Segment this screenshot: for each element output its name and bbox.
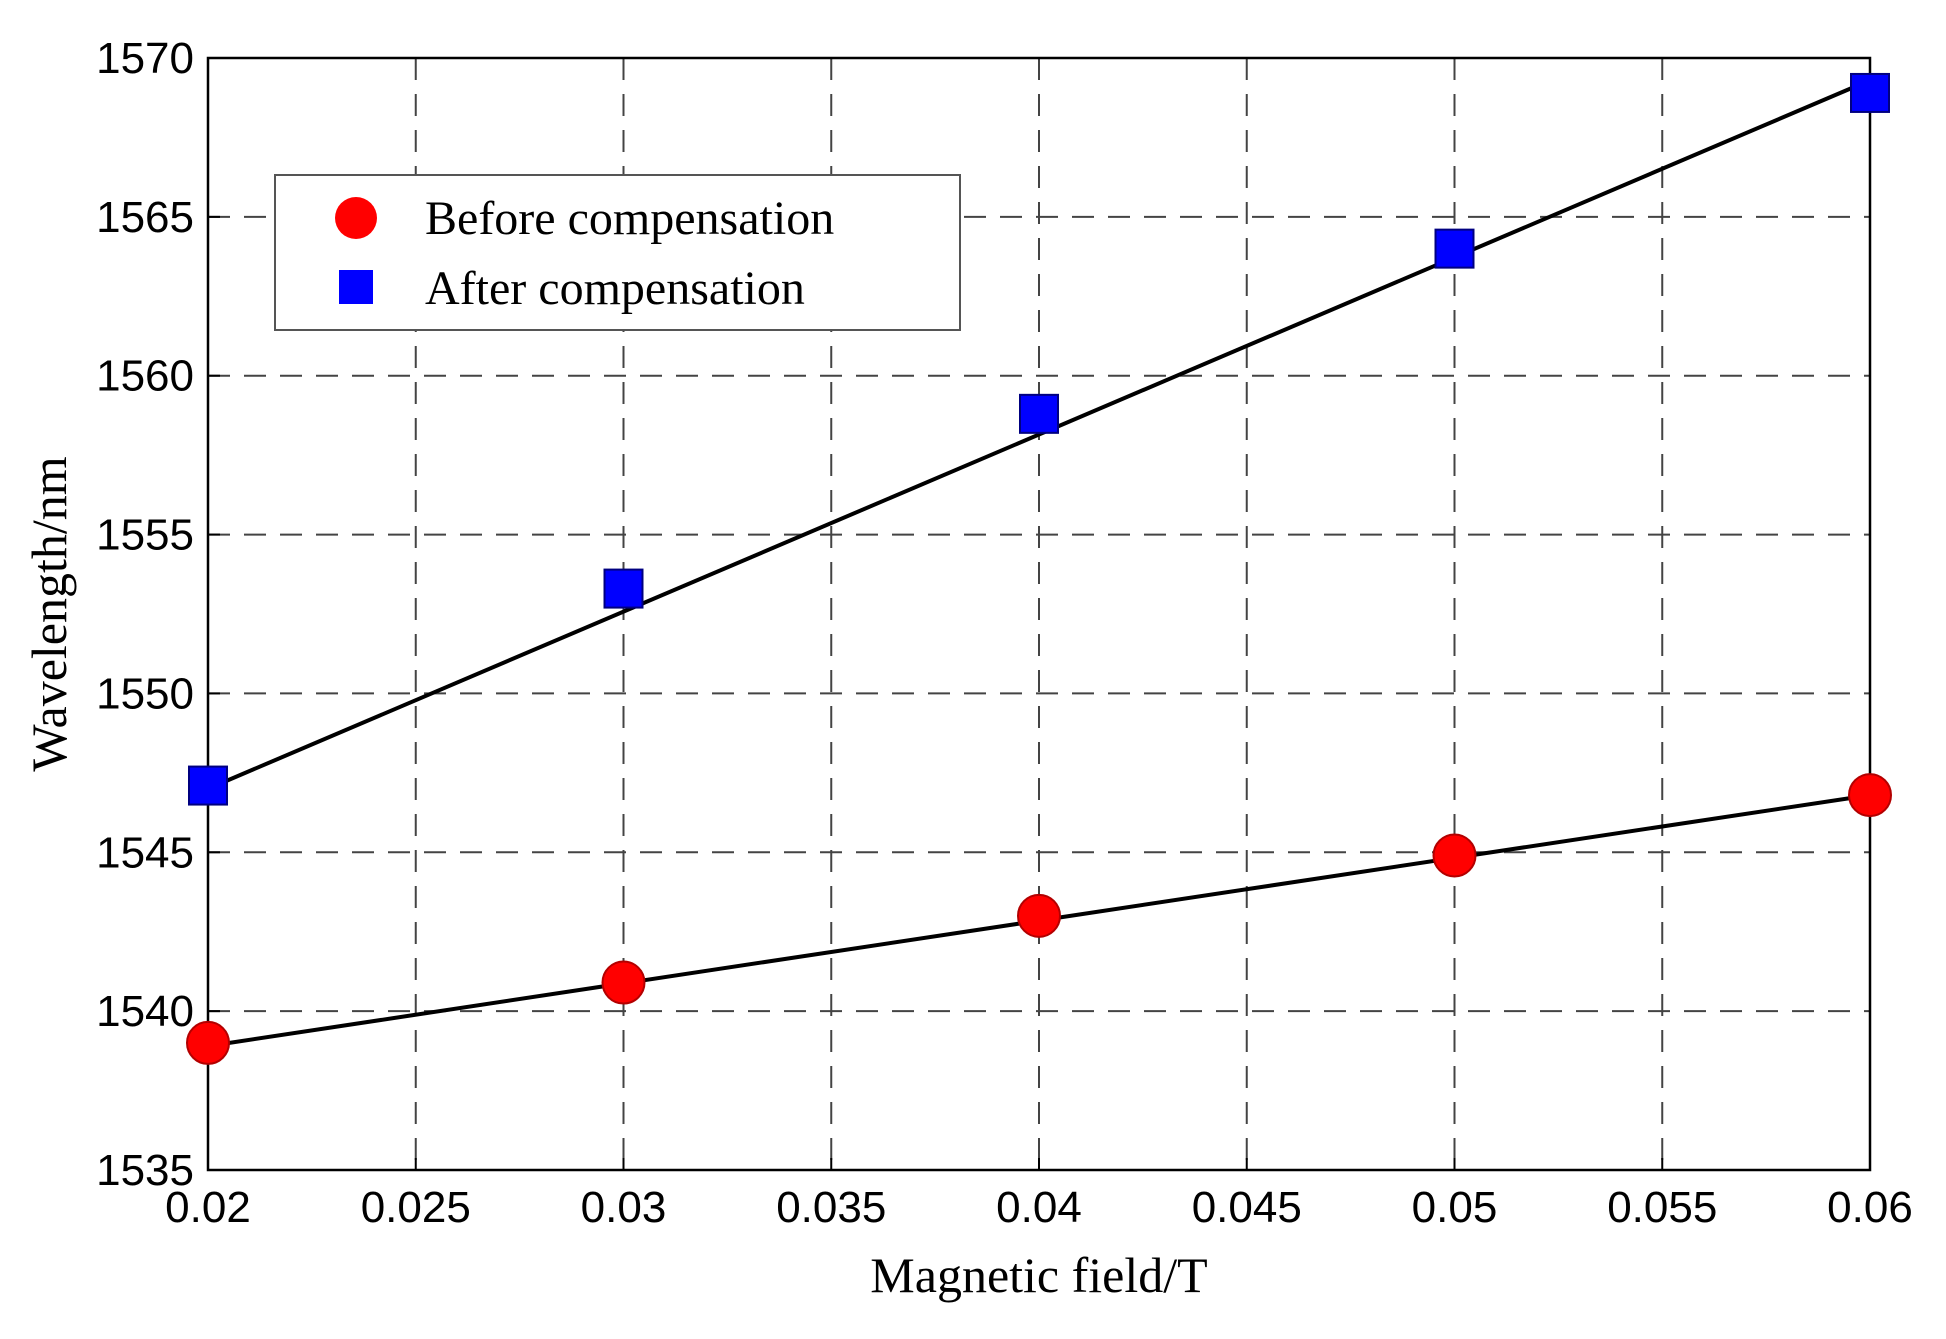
x-tick-labels: 0.02 0.025 0.03 0.035 0.04 0.045 0.05 0.055 0.06 (165, 1158, 1913, 1232)
data-point-before (1017, 893, 1061, 938)
legend-marker-before (335, 197, 377, 239)
legend-marker-after (339, 270, 373, 304)
y-tick-labels: 1535 1540 1545 1550 1555 1560 1565 1570 (96, 34, 220, 1195)
x-tick-label: 0.045 (1192, 1183, 1302, 1232)
y-tick-label: 1535 (96, 1146, 194, 1195)
x-tick-label: 0.06 (1827, 1183, 1913, 1232)
x-tick-label: 0.02 (165, 1183, 251, 1232)
x-tick-label: 0.025 (361, 1183, 471, 1232)
data-markers (186, 72, 1892, 1065)
grid-lines (208, 58, 1870, 1170)
fit-line-after (207, 78, 1871, 791)
x-tick-label: 0.04 (996, 1183, 1082, 1232)
y-tick-label: 1545 (96, 828, 194, 877)
y-tick-label: 1565 (96, 193, 194, 242)
y-tick-label: 1540 (96, 987, 194, 1036)
legend-label-after: After compensation (425, 262, 805, 315)
data-point-after (603, 568, 644, 609)
y-tick-label: 1555 (96, 511, 194, 560)
x-tick-label: 0.03 (581, 1183, 667, 1232)
data-point-before (1848, 773, 1892, 818)
x-axis-title: Magnetic field/T (870, 1247, 1207, 1303)
data-point-before (1432, 833, 1477, 878)
data-point-after (188, 765, 228, 806)
data-point-before (186, 1020, 230, 1065)
legend-box (274, 174, 961, 331)
legend: Before compensation After compensation (274, 174, 961, 331)
y-tick-label: 1550 (96, 669, 194, 718)
data-point-before (601, 960, 646, 1005)
y-tick-label: 1560 (96, 352, 194, 401)
x-tick-label: 0.05 (1412, 1183, 1498, 1232)
y-tick-label: 1570 (96, 34, 194, 83)
legend-label-before: Before compensation (425, 192, 834, 245)
data-point-after (1850, 72, 1890, 113)
data-point-after (1019, 393, 1059, 434)
x-tick-label: 0.035 (776, 1183, 886, 1232)
y-axis-title: Wavelength/nm (21, 456, 77, 771)
x-tick-label: 0.055 (1607, 1183, 1717, 1232)
data-point-after (1434, 228, 1475, 269)
